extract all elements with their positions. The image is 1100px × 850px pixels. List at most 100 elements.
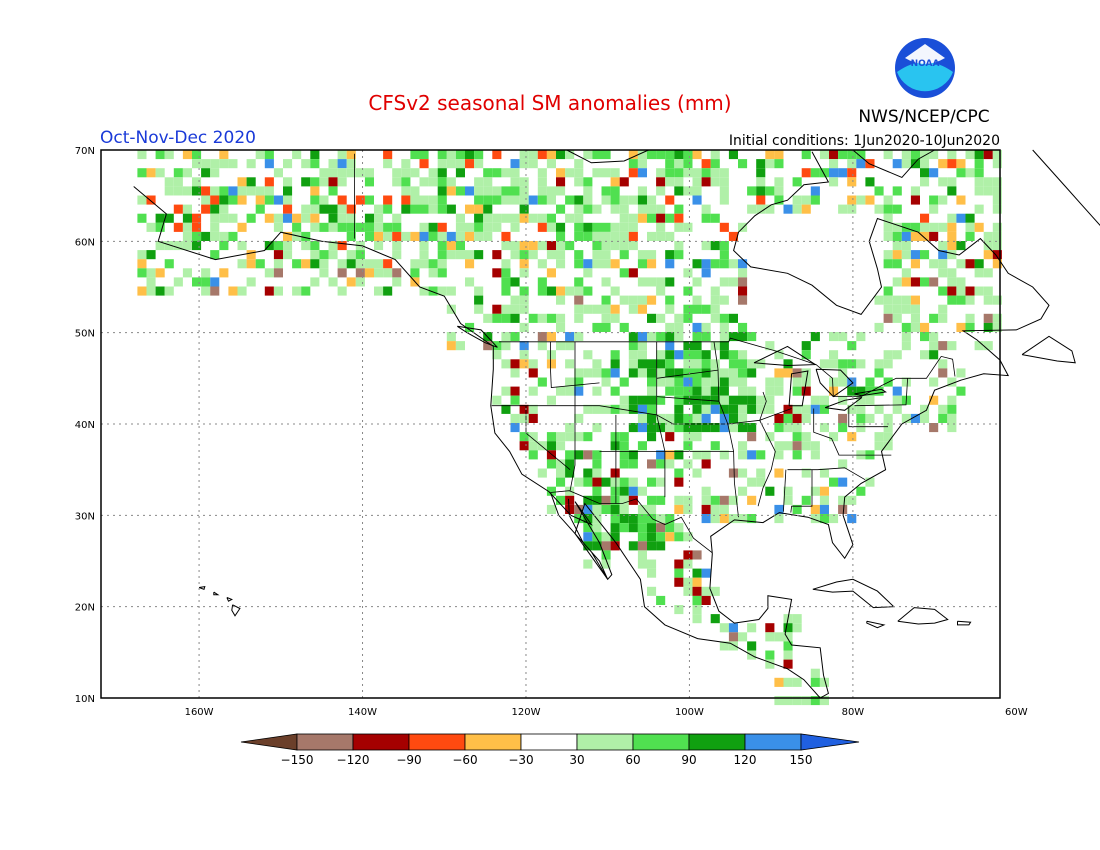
anomaly-cell bbox=[146, 168, 156, 178]
anomaly-cell bbox=[328, 213, 338, 223]
anomaly-cell bbox=[683, 432, 693, 442]
anomaly-cell bbox=[528, 213, 538, 223]
anomaly-cell bbox=[637, 523, 647, 533]
anomaly-cell bbox=[783, 677, 793, 687]
anomaly-cell bbox=[647, 459, 657, 469]
anomaly-cell bbox=[738, 441, 748, 451]
anomaly-cell bbox=[619, 450, 629, 460]
anomaly-cell bbox=[683, 413, 693, 423]
anomaly-cell bbox=[192, 177, 202, 187]
anomaly-cell bbox=[556, 168, 566, 178]
anomaly-cell bbox=[310, 177, 320, 187]
anomaly-cell bbox=[455, 150, 465, 160]
anomaly-cell bbox=[628, 404, 638, 414]
anomaly-cell bbox=[528, 359, 538, 369]
anomaly-cell bbox=[656, 332, 666, 342]
anomaly-cell bbox=[901, 322, 911, 332]
anomaly-cell bbox=[337, 159, 347, 169]
anomaly-cell bbox=[574, 295, 584, 305]
anomaly-cell bbox=[692, 577, 702, 587]
anomaly-cell bbox=[856, 486, 866, 496]
anomaly-cell bbox=[656, 204, 666, 214]
anomaly-cell bbox=[774, 386, 784, 396]
anomaly-cell bbox=[383, 222, 393, 232]
anomaly-cell bbox=[665, 450, 675, 460]
anomaly-cell bbox=[619, 459, 629, 469]
anomaly-cell bbox=[619, 250, 629, 260]
anomaly-cell bbox=[892, 259, 902, 269]
anomaly-cell bbox=[501, 313, 511, 323]
anomaly-cell bbox=[428, 268, 438, 278]
anomaly-cell bbox=[947, 277, 957, 287]
anomaly-cell bbox=[829, 514, 839, 524]
anomaly-cell bbox=[237, 222, 247, 232]
anomaly-cell bbox=[592, 222, 602, 232]
anomaly-cell bbox=[892, 404, 902, 414]
anomaly-cell bbox=[792, 614, 802, 624]
boundary-line bbox=[848, 405, 888, 428]
anomaly-cell bbox=[728, 377, 738, 387]
colorbar-arrow-high bbox=[800, 733, 860, 751]
anomaly-cell bbox=[920, 159, 930, 169]
anomaly-cell bbox=[637, 504, 647, 514]
anomaly-cell bbox=[574, 386, 584, 396]
anomaly-cell bbox=[601, 322, 611, 332]
anomaly-cell bbox=[947, 250, 957, 260]
anomaly-cell bbox=[665, 213, 675, 223]
anomaly-cell bbox=[956, 277, 966, 287]
anomaly-cell bbox=[756, 477, 766, 487]
anomaly-cell bbox=[901, 241, 911, 251]
anomaly-cell bbox=[364, 231, 374, 241]
anomaly-cell bbox=[701, 504, 711, 514]
lon-tick-label: 140W bbox=[348, 707, 377, 718]
anomaly-cell bbox=[838, 359, 848, 369]
anomaly-cell bbox=[938, 304, 948, 314]
anomaly-cell bbox=[583, 368, 593, 378]
anomaly-cell bbox=[847, 386, 857, 396]
anomaly-cells bbox=[137, 150, 1002, 706]
anomaly-cell bbox=[546, 268, 556, 278]
anomaly-cell bbox=[637, 332, 647, 342]
anomaly-cell bbox=[610, 495, 620, 505]
anomaly-cell bbox=[665, 514, 675, 524]
anomaly-cell bbox=[683, 577, 693, 587]
anomaly-cell bbox=[783, 641, 793, 651]
anomaly-cell bbox=[528, 250, 538, 260]
anomaly-cell bbox=[710, 150, 720, 160]
anomaly-cell bbox=[847, 514, 857, 524]
anomaly-cell bbox=[383, 286, 393, 296]
anomaly-cell bbox=[337, 195, 347, 205]
anomaly-cell bbox=[328, 222, 338, 232]
anomaly-cell bbox=[201, 195, 211, 205]
anomaly-cell bbox=[301, 259, 311, 269]
anomaly-cell bbox=[756, 168, 766, 178]
anomaly-cell bbox=[701, 350, 711, 360]
anomaly-cell bbox=[710, 368, 720, 378]
anomaly-cell bbox=[665, 432, 675, 442]
anomaly-cell bbox=[619, 231, 629, 241]
anomaly-cell bbox=[683, 423, 693, 433]
anomaly-cell bbox=[938, 413, 948, 423]
anomaly-cell bbox=[419, 241, 429, 251]
anomaly-cell bbox=[719, 350, 729, 360]
anomaly-cell bbox=[528, 386, 538, 396]
anomaly-cell bbox=[610, 532, 620, 542]
anomaly-cell bbox=[592, 231, 602, 241]
anomaly-cell bbox=[574, 432, 584, 442]
anomaly-cell bbox=[637, 368, 647, 378]
anomaly-cell bbox=[856, 332, 866, 342]
anomaly-cell bbox=[392, 213, 402, 223]
anomaly-cell bbox=[565, 386, 575, 396]
anomaly-cell bbox=[583, 504, 593, 514]
anomaly-cell bbox=[719, 241, 729, 251]
anomaly-cell bbox=[583, 523, 593, 533]
anomaly-cell bbox=[647, 332, 657, 342]
anomaly-cell bbox=[728, 395, 738, 405]
anomaly-cell bbox=[492, 268, 502, 278]
anomaly-cell bbox=[756, 204, 766, 214]
anomaly-cell bbox=[446, 231, 456, 241]
anomaly-cell bbox=[601, 377, 611, 387]
anomaly-cell bbox=[164, 177, 174, 187]
anomaly-cell bbox=[410, 150, 420, 160]
anomaly-cell bbox=[847, 404, 857, 414]
